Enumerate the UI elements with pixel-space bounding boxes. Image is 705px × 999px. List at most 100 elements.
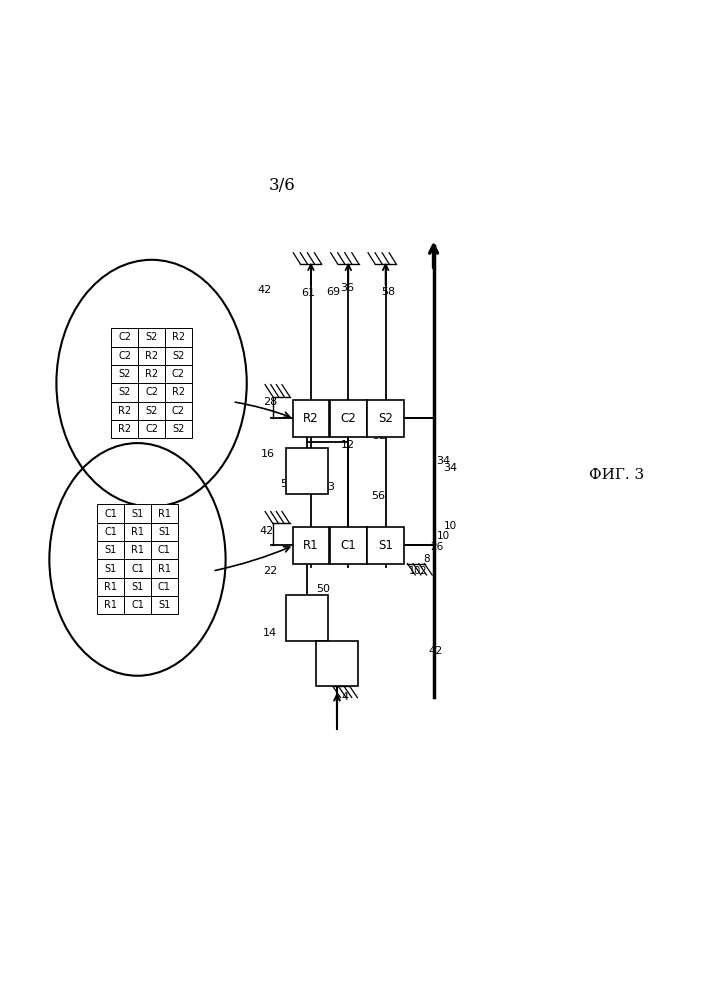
Text: S2: S2 (172, 351, 185, 361)
Text: C1: C1 (158, 582, 171, 592)
Text: C2: C2 (341, 412, 356, 425)
Text: 34: 34 (443, 463, 457, 473)
Text: C1: C1 (131, 563, 144, 573)
Text: S2: S2 (378, 412, 393, 425)
Text: C2: C2 (118, 351, 131, 361)
Bar (97, 596, 124, 614)
Text: R1: R1 (158, 563, 171, 573)
Text: S2: S2 (145, 333, 158, 343)
Bar (286, 594, 328, 640)
Bar (138, 384, 165, 402)
Text: R2: R2 (118, 406, 131, 416)
Bar (330, 400, 367, 437)
Text: C1: C1 (104, 508, 117, 518)
Bar (97, 522, 124, 541)
Text: S1: S1 (158, 526, 171, 536)
Bar (330, 527, 367, 563)
Bar (151, 596, 178, 614)
Text: 59: 59 (281, 479, 295, 489)
Text: 34: 34 (436, 456, 450, 466)
Bar (97, 541, 124, 559)
Text: S2: S2 (172, 424, 185, 434)
Bar (151, 577, 178, 596)
Bar (124, 541, 151, 559)
Text: 58: 58 (381, 287, 395, 297)
Text: S2: S2 (118, 388, 131, 398)
Bar (316, 640, 358, 686)
Bar (151, 522, 178, 541)
Text: S1: S1 (104, 545, 117, 555)
Text: R2: R2 (303, 412, 319, 425)
Text: R1: R1 (131, 526, 144, 536)
Text: R1: R1 (104, 582, 117, 592)
Text: C2: C2 (118, 333, 131, 343)
Bar (111, 384, 138, 402)
Text: ФИГ. 3: ФИГ. 3 (589, 468, 644, 482)
Text: C2: C2 (145, 424, 158, 434)
Bar (111, 329, 138, 347)
Text: S1: S1 (131, 582, 144, 592)
Text: C1: C1 (104, 526, 117, 536)
Text: 8: 8 (423, 554, 429, 564)
Text: 3/6: 3/6 (269, 177, 295, 194)
Bar (138, 347, 165, 365)
Text: R1: R1 (158, 508, 171, 518)
Text: 10: 10 (437, 531, 450, 541)
Text: 22: 22 (263, 566, 277, 576)
Text: S1: S1 (378, 538, 393, 551)
Text: S2: S2 (118, 369, 131, 379)
Bar (367, 527, 404, 563)
Bar (111, 347, 138, 365)
Bar (138, 365, 165, 384)
Text: C2: C2 (172, 369, 185, 379)
Text: C2: C2 (145, 388, 158, 398)
Text: S1: S1 (158, 600, 171, 610)
Text: C1: C1 (131, 600, 144, 610)
Text: 69: 69 (326, 287, 341, 297)
Bar (165, 384, 192, 402)
Bar (138, 402, 165, 420)
Bar (124, 577, 151, 596)
Text: 42: 42 (259, 526, 274, 536)
Bar (111, 420, 138, 439)
Bar (97, 577, 124, 596)
Bar (138, 329, 165, 347)
Text: 56: 56 (372, 491, 386, 500)
Text: 102: 102 (409, 566, 427, 576)
Text: C1: C1 (158, 545, 171, 555)
Bar (151, 504, 178, 522)
Text: R1: R1 (104, 600, 117, 610)
Text: R2: R2 (118, 424, 131, 434)
Text: 26: 26 (430, 542, 443, 552)
Bar (124, 522, 151, 541)
Bar (97, 504, 124, 522)
Bar (165, 329, 192, 347)
Text: S2: S2 (145, 406, 158, 416)
Bar (111, 402, 138, 420)
Bar (124, 596, 151, 614)
Text: C2: C2 (172, 406, 185, 416)
Bar (367, 400, 404, 437)
Bar (165, 420, 192, 439)
Bar (293, 400, 329, 437)
Text: 36: 36 (341, 283, 355, 293)
Text: C1: C1 (341, 538, 356, 551)
Text: 42: 42 (429, 646, 443, 656)
Bar (151, 559, 178, 577)
Text: 28: 28 (263, 398, 277, 408)
Bar (293, 527, 329, 563)
Text: S1: S1 (104, 563, 117, 573)
Text: 16: 16 (261, 449, 275, 459)
Text: 42: 42 (257, 285, 271, 295)
Bar (111, 365, 138, 384)
Text: R2: R2 (172, 388, 185, 398)
Bar (165, 402, 192, 420)
Bar (124, 504, 151, 522)
Text: 32: 32 (372, 431, 386, 441)
Bar (124, 559, 151, 577)
Text: 10: 10 (444, 521, 458, 531)
Bar (165, 347, 192, 365)
Text: R2: R2 (145, 369, 158, 379)
Text: R1: R1 (303, 538, 319, 551)
Text: 12: 12 (341, 441, 355, 451)
